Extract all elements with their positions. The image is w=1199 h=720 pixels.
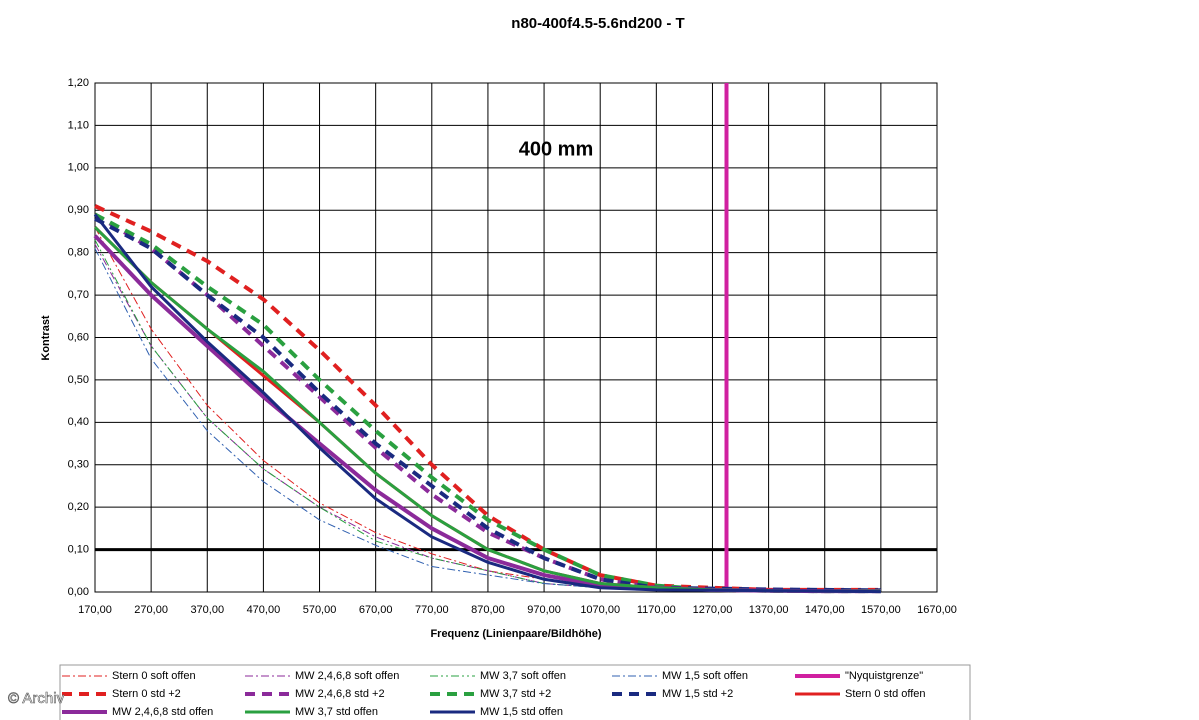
y-tick-label: 0,70 [68,289,89,301]
y-tick-label: 1,00 [68,162,89,174]
legend-label: MW 2,4,6,8 soft offen [295,670,399,682]
y-tick-label: 0,40 [68,416,89,428]
legend-label: Stern 0 std offen [845,688,926,700]
x-tick-label: 170,00 [78,604,112,616]
series-line [93,213,881,594]
y-tick-label: 0,90 [68,204,89,216]
plot-frame [94,82,938,593]
x-tick-label: 470,00 [247,604,281,616]
y-tick-label: 0,80 [68,247,89,259]
x-tick-label: 1370,00 [749,604,789,616]
x-tick-label: 570,00 [303,604,337,616]
legend-label: Stern 0 std +2 [112,688,181,700]
x-tick-label: 1170,00 [637,604,676,616]
y-tick-label: 0,20 [68,501,89,513]
x-tick-label: 1570,00 [861,604,901,616]
legend-label: "Nyquistgrenze" [845,670,923,682]
series-line [94,216,881,593]
legend-label: Stern 0 soft offen [112,670,196,682]
legend-label: MW 2,4,6,8 std offen [112,706,213,718]
x-tick-label: 870,00 [471,604,505,616]
y-axis-label: Kontrast [40,315,52,361]
annotation: 400 mm [519,138,594,160]
y-tick-label: 0,00 [68,586,89,598]
legend-label: MW 3,7 std +2 [480,688,551,700]
series-line [94,248,881,593]
x-tick-label: 1470,00 [805,604,845,616]
series-line [94,212,881,594]
legend-label: MW 1,5 soft offen [662,670,748,682]
y-tick-label: 0,10 [68,543,89,555]
watermark: © Archiv [8,690,65,707]
x-tick-label: 770,00 [415,604,449,616]
legend-label: MW 2,4,6,8 std +2 [295,688,385,700]
y-tick-label: 0,30 [68,459,89,471]
x-tick-label: 970,00 [527,604,561,616]
chart-title: n80-400f4.5-5.6nd200 - T [511,15,684,32]
x-tick-label: 1670,00 [917,604,957,616]
y-tick-label: 0,60 [68,331,89,343]
x-tick-label: 1070,00 [580,604,620,616]
legend-label: MW 3,7 soft offen [480,670,566,682]
y-tick-label: 1,20 [68,77,89,89]
legend-label: MW 1,5 std offen [480,706,563,718]
legend-label: MW 1,5 std +2 [662,688,733,700]
x-tick-label: 670,00 [359,604,393,616]
y-tick-label: 0,50 [68,374,89,386]
x-axis-label: Frequenz (Linienpaare/Bildhöhe) [430,628,601,640]
x-tick-label: 370,00 [190,604,224,616]
x-tick-label: 270,00 [134,604,168,616]
legend-label: MW 3,7 std offen [295,706,378,718]
x-tick-label: 1270,00 [693,604,733,616]
y-tick-label: 1,10 [68,119,89,131]
